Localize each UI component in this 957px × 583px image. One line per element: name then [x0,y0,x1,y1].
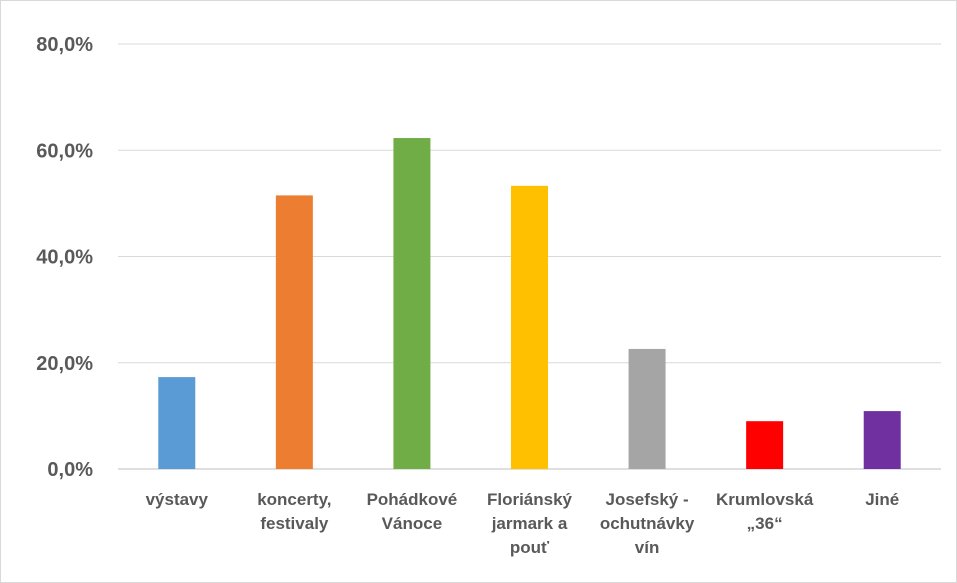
y-tick-label: 0,0% [47,459,93,481]
y-tick-label: 20,0% [36,353,93,375]
bar [158,377,196,469]
x-category-label-line: jarmark a [491,514,568,533]
x-category-label-line: Josefský - [605,490,688,509]
bar [746,421,784,469]
x-category-label: Josefský - ochutnávky vín [600,490,695,557]
x-category-label-line: Floriánský [487,490,573,509]
x-category-label: Jiné [865,490,899,509]
y-axis-tick-labels: 0,0% 20,0% 40,0% 60,0% 80,0% [36,34,93,481]
x-category-label: Pohádkové Vánoce [367,490,458,533]
y-tick-label: 40,0% [36,247,93,269]
x-category-label-line: koncerty, [257,490,331,509]
x-category-label-line: výstavy [146,490,209,509]
x-category-label-line: vín [635,538,660,557]
x-category-label-line: Krumlovská [716,490,814,509]
x-category-label-line: festivaly [260,514,329,533]
x-category-label-line: Vánoce [382,514,442,533]
y-tick-label: 60,0% [36,140,93,162]
y-tick-label: 80,0% [36,34,93,56]
x-category-label-line: ochutnávky [600,514,695,533]
bar [511,185,548,469]
x-category-label-line: Pohádkové [367,490,458,509]
x-category-label: koncerty, festivaly [257,490,331,533]
x-category-label-line: pouť [510,538,550,557]
bar [628,348,666,469]
x-category-label: výstavy [146,490,209,509]
x-category-label: Krumlovská „36“ [716,490,814,533]
bars [158,138,901,469]
bar [275,195,313,469]
bar [393,138,431,469]
x-axis-category-labels: výstavy koncerty, festivaly Pohádkové Vánoce… [146,490,900,557]
x-category-label-line: „36“ [747,514,783,533]
x-category-label: Floriánský jarmark a pouť [487,490,573,557]
x-category-label-line: Jiné [865,490,899,509]
bar [863,411,901,469]
